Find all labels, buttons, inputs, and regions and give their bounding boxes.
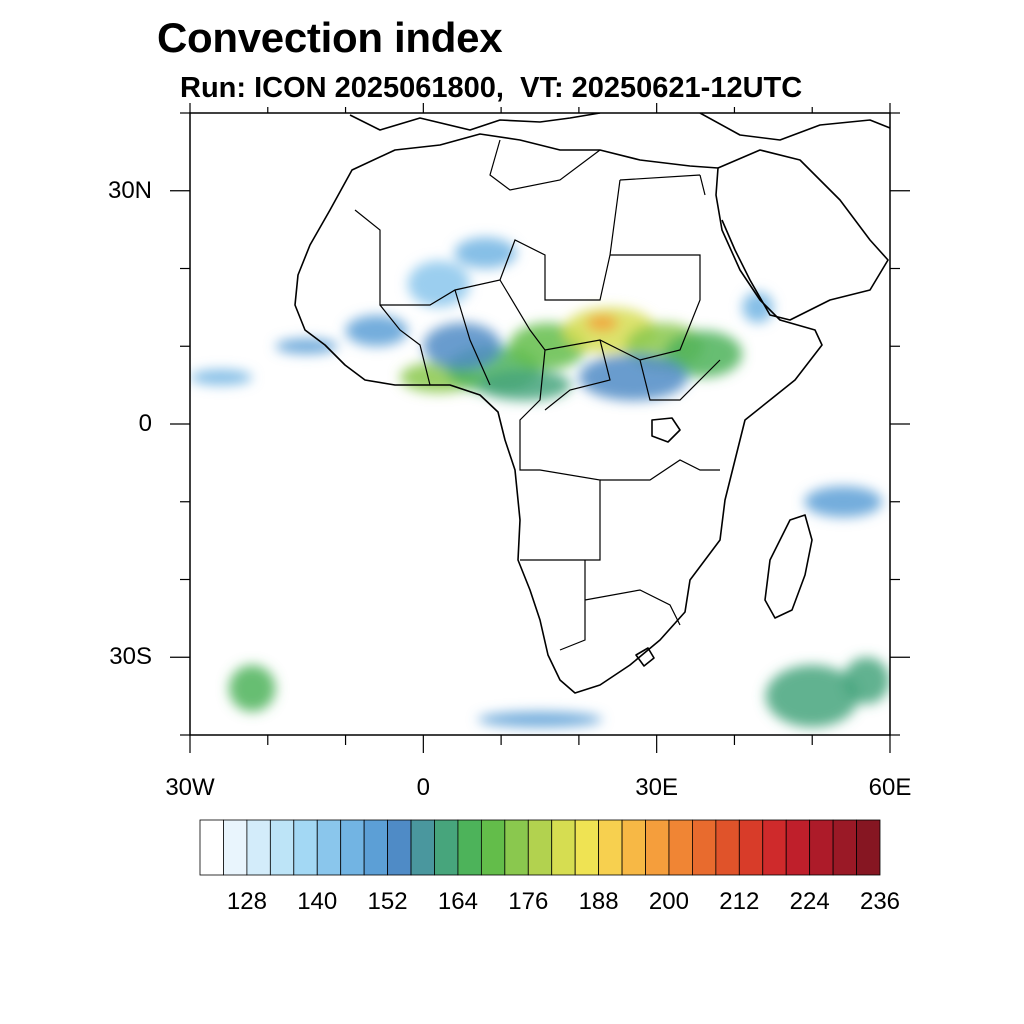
colorbar-swatch [715,819,740,876]
colorbar-label: 140 [297,888,338,915]
colorbar-swatch [223,819,248,876]
colorbar-label: 188 [578,888,619,915]
colorbar-swatch [340,819,365,876]
colorbar-swatch [856,819,881,876]
convection-cell-15 [228,665,276,712]
convection-cell-13 [454,237,517,269]
colorbar-swatch [480,819,506,876]
colorbar-swatch [645,819,670,876]
colorbar-label: 176 [508,888,549,915]
colorbar-label: 212 [719,888,760,915]
convection-cell-5 [586,315,618,331]
convection-cell-17 [804,486,883,518]
colorbar-swatch [246,819,271,876]
plot-frame [189,112,891,736]
arabia-coastline [717,149,889,321]
colorbar-label: 236 [859,888,901,915]
colorbar-swatch [668,819,693,876]
x-tick-label: 0 [416,774,431,801]
colorbar-swatch [809,819,834,876]
colorbar [199,819,881,876]
colorbar-swatch [293,819,318,876]
convection-cell-20 [742,291,774,323]
colorbar-swatch [551,819,576,876]
colorbar-swatch [738,819,764,876]
lake-victoria [651,417,681,443]
lesotho [635,647,655,667]
colorbar-label: 224 [789,888,830,915]
colorbar-swatch [527,819,553,876]
colorbar-swatch [762,819,787,876]
colorbar-swatch [574,819,600,876]
convection-cell-12 [190,369,253,386]
convection-cell-3 [477,369,572,401]
y-tick-label: 30N [107,176,152,204]
x-tick-label: 60E [868,774,912,801]
convection-cell-18 [765,665,859,728]
convection-cell-9 [423,322,502,370]
y-tick-label: 0 [138,410,152,437]
colorbar-swatch [692,819,717,876]
africa-coastline [294,133,823,694]
europe-coastline [349,113,601,131]
colorbar-swatch [199,819,224,876]
convection-cell-8 [578,354,688,401]
chart-subtitle: Run: ICON 2025061800, VT: 20250621-12UTC [180,72,803,104]
colorbar-swatch [621,819,646,876]
colorbar-label: 128 [226,888,267,915]
convection-cell-11 [275,338,338,355]
colorbar-label: 164 [437,888,478,915]
country-borders [354,139,721,651]
colorbar-swatch [832,819,857,876]
colorbar-swatch [598,819,623,876]
colorbar-label: 200 [648,888,689,915]
colorbar-swatch [316,819,342,876]
y-tick-label: 30S [109,643,152,671]
colorbar-swatch [434,819,459,876]
colorbar-swatch [504,819,529,876]
colorbar-swatch [457,819,482,876]
chart-title: Convection index [157,14,503,61]
colorbar-swatch [785,819,811,876]
colorbar-swatch [269,819,295,876]
convection-cell-10 [345,315,408,347]
colorbar-swatch [363,819,388,876]
convection-cell-19 [843,657,890,704]
convection-cell-16 [477,711,603,728]
convection-cell-14 [407,260,470,308]
colorbar-swatch [410,819,435,876]
madagascar-coastline [764,514,813,619]
europe-coastline-east [699,113,890,141]
colorbar-label: 152 [367,888,408,915]
convection-cell-7 [664,330,743,378]
x-tick-label: 30W [165,774,215,801]
colorbar-swatch [387,819,412,876]
x-tick-label: 30E [635,774,679,801]
